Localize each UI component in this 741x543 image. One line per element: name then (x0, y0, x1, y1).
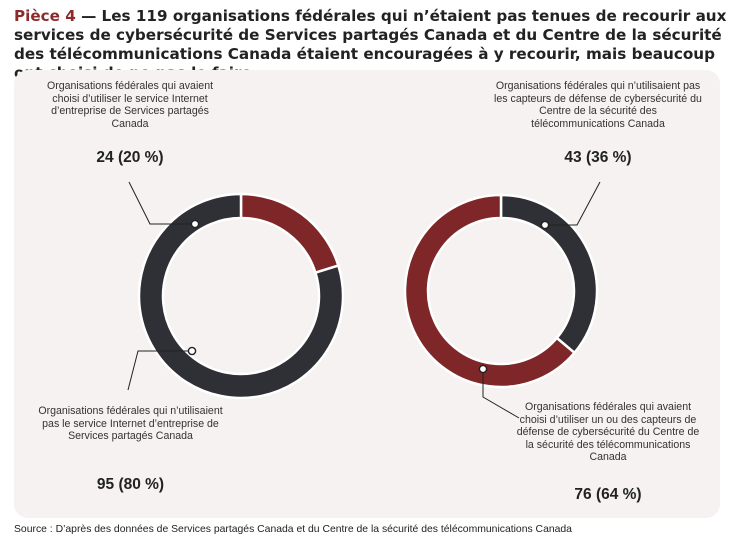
leader-line (127, 350, 192, 391)
value-left-top: 24 (20 %) (96, 149, 164, 166)
donut-left-slice-0 (239, 192, 340, 275)
leader-line (128, 181, 195, 225)
donut-right-slice-1 (403, 193, 577, 389)
leader-dot (540, 220, 550, 230)
donut-left-slice-1 (137, 192, 345, 400)
label-left-top: Organisations fédérales qui avaient choi… (46, 80, 214, 130)
label-left-bottom: Organisations fédérales qui n’utilisaien… (38, 405, 223, 443)
leader-line (545, 181, 601, 226)
value-right-top: 43 (36 %) (564, 149, 632, 166)
leader-dot (190, 219, 200, 229)
leader-lines (127, 181, 601, 419)
source-note: Source : D’après des données de Services… (14, 524, 572, 535)
value-right-bottom: 76 (64 %) (574, 486, 642, 503)
leader-dot (478, 364, 488, 374)
figure-title: Pièce 4 — Les 119 organisations fédérale… (14, 7, 730, 83)
figure-title-text: — Les 119 organisations fédérales qui n’… (14, 7, 727, 82)
label-right-top: Organisations fédérales qui n’utilisaien… (494, 80, 702, 130)
leader-line (482, 369, 520, 419)
leader-dot (187, 346, 197, 356)
figure-number: Pièce 4 (14, 7, 76, 25)
donut-chart-right (403, 193, 599, 389)
value-left-bottom: 95 (80 %) (96, 476, 165, 493)
chart-panel (14, 70, 720, 518)
donut-right-slice-0 (499, 193, 599, 355)
label-right-bottom: Organisations fédérales qui avaient choi… (516, 401, 700, 464)
donut-chart-left (137, 192, 345, 400)
